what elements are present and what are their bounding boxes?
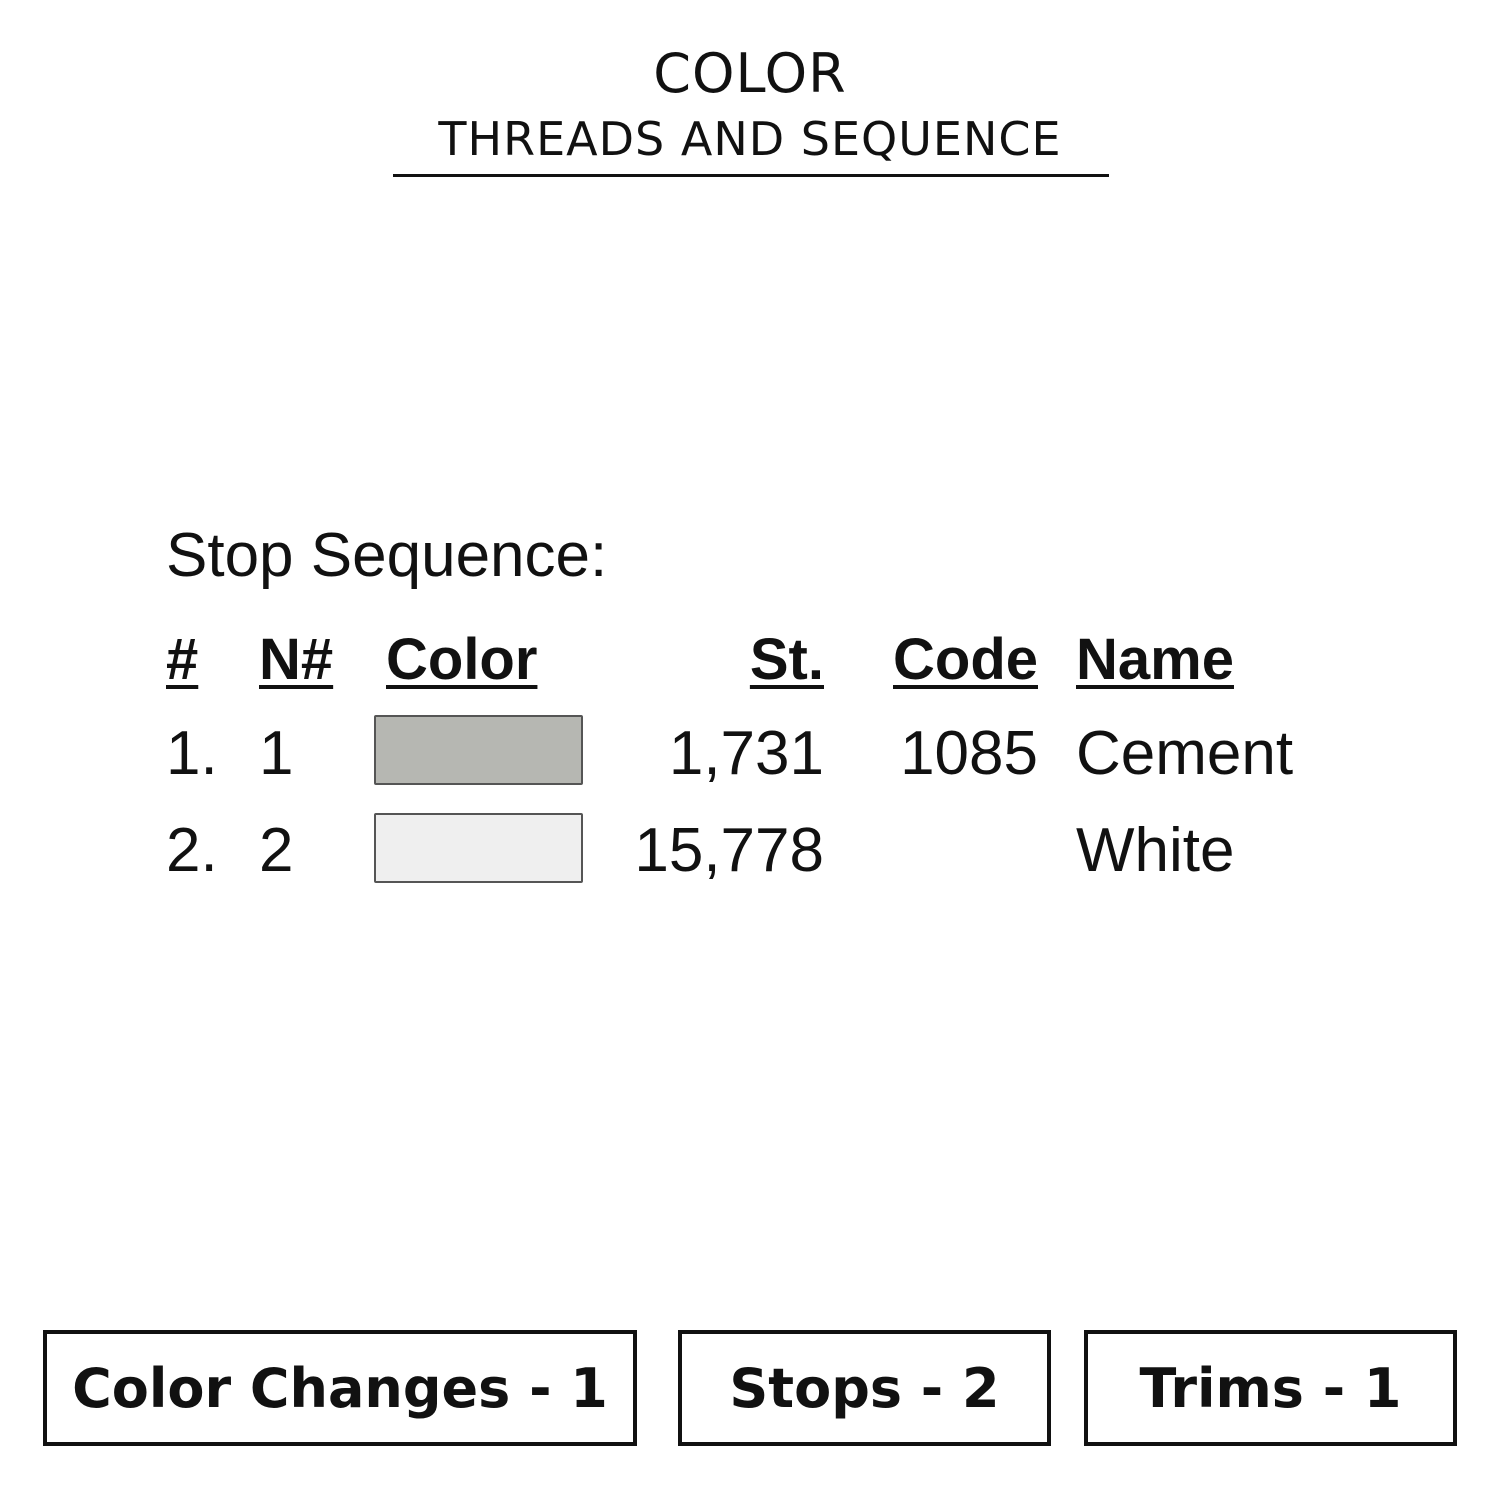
trims-label: Trims - 1: [1139, 1356, 1402, 1420]
subtitle: THREADS AND SEQUENCE: [438, 112, 1062, 166]
col-header-name: Name: [1076, 627, 1234, 692]
divider: [393, 174, 1109, 177]
row-code: 1085: [900, 719, 1038, 788]
row-stitches: 1,731: [668, 719, 824, 788]
col-header-color: Color: [386, 627, 538, 692]
row-index: 1.: [166, 719, 218, 788]
row-stitches: 15,778: [634, 816, 824, 885]
stops-label: Stops - 2: [729, 1356, 1000, 1420]
row-index: 2.: [166, 816, 218, 885]
trims-box: Trims - 1: [1084, 1330, 1457, 1446]
title: COLOR: [653, 42, 847, 105]
color-swatch: [374, 813, 583, 883]
col-header-code: Code: [893, 627, 1038, 692]
color-changes-label: Color Changes - 1: [72, 1356, 608, 1420]
row-name: White: [1076, 816, 1235, 885]
col-header-needle: N#: [259, 627, 334, 692]
row-needle: 2: [259, 816, 294, 885]
col-header-index: #: [166, 627, 199, 692]
stop-sequence-label: Stop Sequence:: [166, 521, 608, 590]
row-name: Cement: [1076, 719, 1294, 788]
stops-box: Stops - 2: [678, 1330, 1051, 1446]
color-swatch: [374, 715, 583, 785]
col-header-stitches: St.: [749, 627, 824, 692]
row-needle: 1: [259, 719, 294, 788]
color-changes-box: Color Changes - 1: [43, 1330, 637, 1446]
